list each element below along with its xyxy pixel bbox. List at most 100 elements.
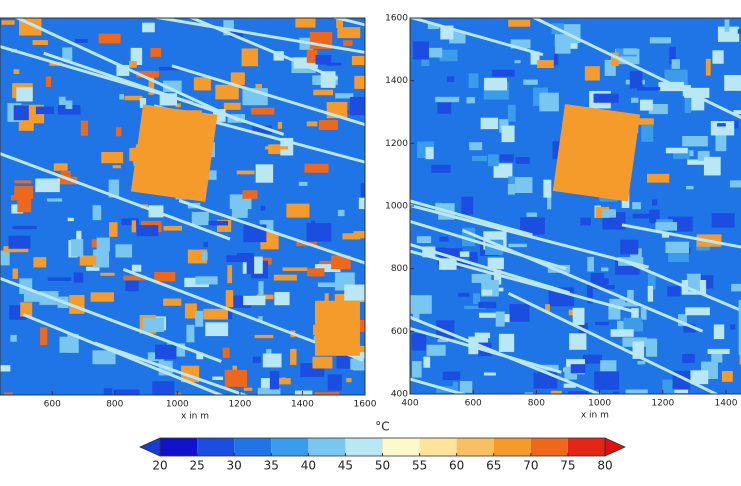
colorbar-label: °C bbox=[375, 420, 389, 434]
map-texture bbox=[255, 164, 274, 183]
colorbar-under bbox=[139, 437, 161, 457]
map-texture bbox=[507, 104, 516, 122]
map-texture bbox=[655, 222, 678, 231]
map-texture bbox=[115, 244, 133, 258]
map-texture bbox=[318, 120, 339, 130]
map-texture bbox=[139, 97, 147, 108]
map-texture bbox=[686, 185, 694, 190]
colorbar-tick-label: 25 bbox=[189, 459, 204, 473]
map-texture bbox=[632, 202, 641, 210]
map-street bbox=[410, 242, 571, 295]
map-texture bbox=[358, 197, 365, 210]
map-texture bbox=[412, 361, 422, 378]
map-texture bbox=[79, 255, 97, 266]
map-building bbox=[552, 104, 641, 202]
map-texture bbox=[62, 47, 73, 61]
map-texture bbox=[280, 377, 287, 384]
map-texture bbox=[92, 350, 116, 365]
map-texture bbox=[130, 47, 143, 65]
map-texture bbox=[46, 198, 63, 202]
map-texture bbox=[53, 163, 68, 171]
map-texture bbox=[446, 76, 455, 83]
map-texture bbox=[250, 107, 275, 115]
map-texture bbox=[458, 292, 470, 297]
map-texture bbox=[175, 103, 181, 108]
map-texture bbox=[602, 209, 617, 218]
map-texture bbox=[685, 307, 710, 316]
map-texture bbox=[273, 51, 284, 61]
map-texture bbox=[683, 324, 696, 333]
map-texture bbox=[625, 389, 648, 394]
map-texture bbox=[115, 127, 122, 137]
map-texture bbox=[459, 251, 478, 257]
map-texture bbox=[491, 69, 515, 77]
map-texture bbox=[252, 125, 273, 134]
map-texture bbox=[459, 381, 473, 393]
map-texture bbox=[584, 66, 600, 81]
map-texture bbox=[493, 269, 502, 285]
x-tick-label: 1200 bbox=[228, 400, 251, 410]
map-street bbox=[410, 327, 562, 374]
map-texture bbox=[568, 309, 573, 316]
map-texture bbox=[246, 256, 255, 274]
map-texture bbox=[317, 282, 339, 288]
map-texture bbox=[509, 304, 530, 322]
map-texture bbox=[360, 183, 365, 202]
map-texture bbox=[112, 165, 121, 169]
map-texture bbox=[290, 348, 297, 365]
map-texture bbox=[520, 217, 545, 235]
map-texture bbox=[632, 341, 645, 359]
map-texture bbox=[483, 372, 496, 376]
map-texture bbox=[543, 179, 552, 198]
map-texture bbox=[223, 102, 241, 110]
map-texture bbox=[595, 206, 609, 218]
map-texture bbox=[423, 47, 443, 58]
map-texture bbox=[437, 98, 452, 114]
map-texture bbox=[425, 146, 434, 160]
map-texture bbox=[609, 298, 624, 309]
map-texture bbox=[337, 209, 345, 217]
map-texture bbox=[282, 267, 308, 272]
map-texture bbox=[730, 324, 736, 330]
map-texture bbox=[70, 239, 84, 257]
map-texture bbox=[469, 251, 478, 264]
map-texture bbox=[337, 27, 361, 39]
map-texture bbox=[32, 40, 48, 45]
map-texture bbox=[90, 292, 115, 302]
map-texture bbox=[645, 338, 658, 357]
x-tick-label: 1400 bbox=[715, 399, 738, 409]
map-texture bbox=[236, 252, 255, 261]
map-texture bbox=[175, 392, 182, 395]
map-texture bbox=[11, 204, 24, 214]
colorbar-tick-label: 75 bbox=[560, 459, 575, 473]
map-texture bbox=[514, 177, 533, 194]
map-texture bbox=[426, 344, 446, 356]
map-texture bbox=[354, 75, 365, 89]
map-texture bbox=[705, 58, 711, 76]
map-texture bbox=[123, 275, 147, 281]
colorbar-bin bbox=[160, 438, 198, 456]
map-texture bbox=[65, 100, 73, 110]
map-texture bbox=[541, 94, 550, 99]
map-texture bbox=[498, 333, 515, 352]
map-texture bbox=[236, 170, 255, 175]
map-texture bbox=[421, 59, 430, 66]
map-texture bbox=[616, 302, 639, 307]
map-texture bbox=[12, 225, 37, 230]
map-texture bbox=[195, 310, 204, 327]
map-texture bbox=[508, 243, 527, 248]
map-texture bbox=[717, 123, 726, 127]
y-tick-label: 800 bbox=[391, 264, 408, 274]
map-texture bbox=[508, 19, 531, 27]
map-texture bbox=[101, 151, 124, 164]
map-texture bbox=[163, 225, 182, 231]
map-texture bbox=[17, 193, 32, 213]
map-texture bbox=[554, 38, 571, 54]
map-texture bbox=[466, 97, 475, 104]
map-texture bbox=[435, 96, 460, 103]
map-texture bbox=[184, 303, 197, 319]
colorbar-tick-label: 30 bbox=[227, 459, 242, 473]
map-texture bbox=[684, 94, 692, 114]
map-texture bbox=[258, 316, 263, 321]
map-texture bbox=[501, 125, 515, 143]
